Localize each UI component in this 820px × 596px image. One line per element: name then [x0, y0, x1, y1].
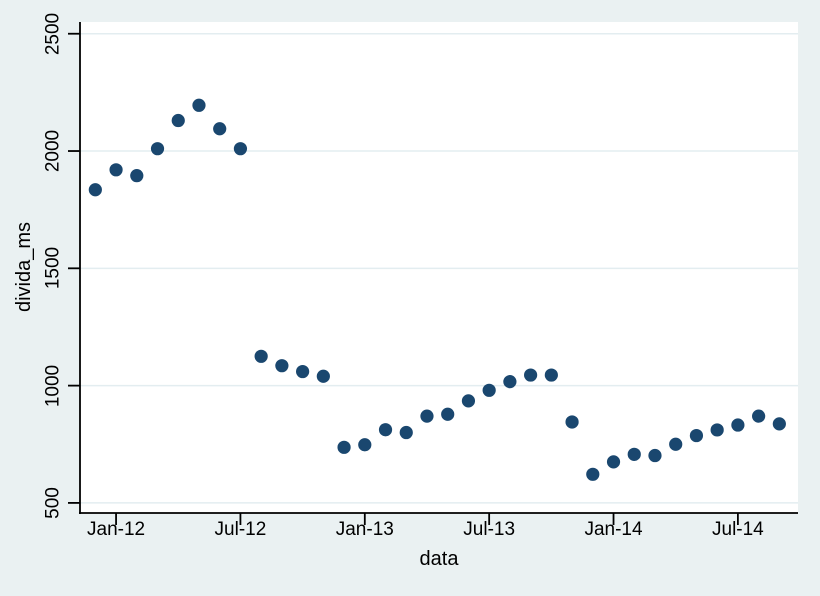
data-point-Jun-12	[213, 122, 227, 136]
x-axis-title: data	[419, 548, 459, 570]
data-point-Nov-13	[565, 415, 579, 429]
data-point-Jan-13	[358, 438, 372, 452]
y-tick-label-2500: 2500	[42, 12, 64, 55]
data-point-Dec-12	[337, 440, 351, 454]
x-tick-label-Jan-13: Jan-13	[335, 519, 394, 540]
data-point-Mar-13	[399, 425, 413, 440]
data-point-Oct-13	[544, 368, 558, 382]
data-point-Jul-12	[233, 142, 248, 156]
data-point-Apr-12	[171, 113, 185, 128]
data-point-Nov-12	[316, 369, 330, 383]
data-point-Oct-12	[296, 364, 310, 379]
data-point-Jun-14	[710, 423, 724, 437]
data-point-May-14	[689, 428, 704, 443]
y-tick-label-500: 500	[42, 487, 64, 519]
data-point-Jul-13	[482, 383, 496, 397]
x-tick-label-Jul-14: Jul-14	[712, 519, 764, 540]
data-point-Apr-13	[420, 409, 434, 423]
data-point-Jul-14	[731, 418, 745, 432]
y-tick-label-1500: 1500	[42, 247, 64, 290]
x-tick-label-Jan-12: Jan-12	[87, 519, 146, 540]
y-tick-label-1000: 1000	[42, 364, 64, 407]
data-point-Jun-13	[461, 394, 476, 408]
data-point-Dec-11	[88, 183, 102, 197]
data-point-Aug-13	[503, 375, 517, 389]
data-point-Jan-14	[606, 455, 621, 469]
y-tick-label-2000: 2000	[42, 129, 64, 173]
data-point-Mar-12	[150, 142, 165, 156]
data-point-Aug-12	[254, 349, 268, 363]
data-point-Jan-12	[109, 163, 123, 177]
data-point-Aug-14	[752, 409, 766, 423]
data-point-Mar-14	[648, 448, 662, 463]
data-point-Sep-14	[772, 417, 786, 431]
plot-region	[80, 22, 798, 513]
data-point-Feb-12	[130, 169, 144, 183]
x-tick-label-Jul-13: Jul-13	[463, 519, 516, 540]
data-point-Sep-12	[275, 359, 289, 373]
data-point-Sep-13	[524, 368, 538, 382]
data-point-May-13	[441, 407, 455, 421]
data-point-Apr-14	[669, 437, 683, 451]
y-axis-title: divida_ms	[13, 221, 35, 313]
data-point-Feb-13	[378, 423, 393, 437]
x-tick-label-Jan-14: Jan-14	[584, 519, 643, 540]
x-tick-label-Jul-12: Jul-12	[214, 519, 267, 540]
data-point-Feb-14	[627, 447, 641, 461]
data-point-Dec-13	[586, 467, 600, 481]
data-point-May-12	[192, 98, 206, 112]
